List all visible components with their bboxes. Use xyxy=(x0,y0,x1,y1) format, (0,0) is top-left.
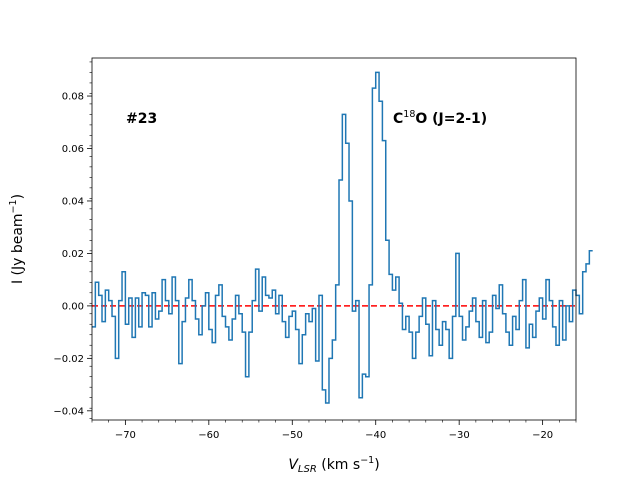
plot-frame xyxy=(91,57,577,421)
line-isotope: 18 xyxy=(403,109,415,120)
y-tick-label: 0.04 xyxy=(62,196,84,207)
y-tick-label: −0.04 xyxy=(53,406,84,417)
y-tick-label: 0.02 xyxy=(62,249,84,260)
y-tick-label: 0.06 xyxy=(62,144,84,155)
y-tick-label: 0.00 xyxy=(62,301,84,312)
x-axis-label: VLSR (km s−1) xyxy=(288,455,379,475)
y-axis-label: I (Jy beam−1) xyxy=(8,194,26,284)
y-tick-label: −0.02 xyxy=(53,354,84,365)
x-axis-label-sub: LSR xyxy=(298,464,317,475)
x-tick-label: −50 xyxy=(282,430,303,441)
x-tick-label: −30 xyxy=(449,430,470,441)
x-axis-label-main: V xyxy=(288,457,299,473)
x-axis-label-close: ) xyxy=(374,457,379,473)
x-tick-label: −70 xyxy=(115,430,136,441)
plot-area xyxy=(92,58,576,420)
line-transition: O (J=2-1) xyxy=(415,111,487,127)
x-axis-label-unit: (km s xyxy=(317,457,360,473)
y-axis-label-main: I (Jy beam xyxy=(10,213,26,284)
spectrum-series-line xyxy=(92,71,593,404)
line-species: C xyxy=(393,111,403,127)
x-tick-label: −40 xyxy=(365,430,386,441)
line-label: C18O (J=2-1) xyxy=(393,109,487,127)
y-tick-label: 0.08 xyxy=(62,92,84,103)
x-tick-label: −20 xyxy=(532,430,553,441)
source-label: #23 xyxy=(126,111,157,127)
x-axis-label-exp: −1 xyxy=(360,455,374,466)
y-axis-label-close: ) xyxy=(10,194,26,199)
y-axis-label-exp: −1 xyxy=(8,199,19,213)
x-tick-label: −60 xyxy=(198,430,219,441)
